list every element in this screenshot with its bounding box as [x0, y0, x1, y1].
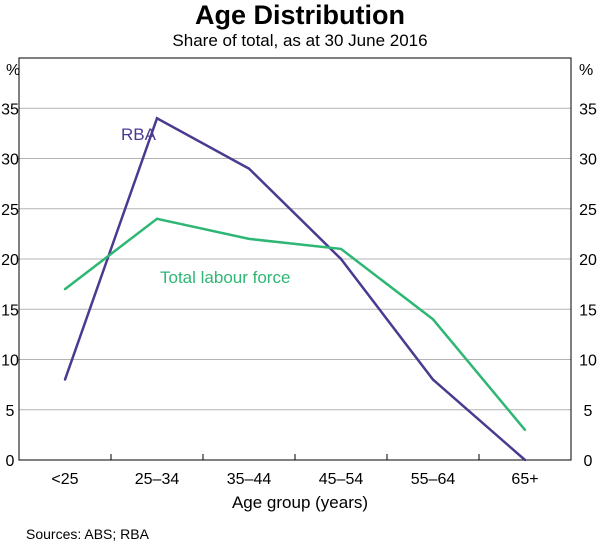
y-tick-label-right: 30	[579, 152, 597, 169]
series-line-rba	[63, 116, 526, 461]
y-tick-label-left: 0	[6, 453, 15, 470]
data-point	[339, 247, 343, 251]
x-tick-label: 45–54	[319, 471, 364, 488]
y-tick-label-right: 0	[584, 453, 593, 470]
y-unit-left: %	[6, 62, 20, 79]
gridlines	[19, 107, 571, 411]
series-label-rba: RBA	[121, 125, 157, 144]
x-axis-title: Age group (years)	[232, 493, 368, 512]
chart-subtitle: Share of total, as at 30 June 2016	[172, 31, 428, 50]
y-tick-label-right: 10	[579, 353, 597, 370]
y-tick-label-right: 25	[579, 202, 597, 219]
data-point	[155, 217, 159, 220]
y-tick-label-left: 15	[1, 302, 19, 319]
data-point	[63, 287, 67, 291]
y-tick-label-left: 20	[1, 252, 19, 269]
series-line-total-labour-force	[64, 217, 526, 431]
chart-title: Age Distribution	[195, 0, 405, 30]
data-point	[247, 237, 251, 241]
y-tick-label-left: 10	[1, 353, 19, 370]
x-tick-label: 65+	[511, 471, 538, 488]
data-point	[339, 257, 343, 261]
data-point	[63, 378, 67, 381]
data-point	[247, 167, 251, 170]
x-tick-label: <25	[51, 471, 78, 488]
x-tick-label: 55–64	[411, 471, 456, 488]
y-axis-labels: 0 0 5 5 10 10 15 15 20 20 25 25 30 30 35 35	[1, 101, 597, 470]
series-label-labour-force: Total labour force	[160, 268, 290, 287]
data-point	[523, 428, 527, 432]
series-lines	[63, 116, 527, 462]
y-tick-label-left: 30	[1, 152, 19, 169]
x-tick-label: 25–34	[135, 471, 180, 488]
y-unit-right: %	[579, 62, 593, 79]
y-tick-label-right: 5	[584, 403, 593, 420]
x-axis-ticks	[110, 454, 480, 460]
y-tick-label-right: 35	[579, 101, 597, 118]
y-tick-label-right: 20	[579, 252, 597, 269]
y-tick-label-left: 5	[6, 403, 15, 420]
data-point	[431, 378, 435, 381]
x-axis-labels: <25 25–34 35–44 45–54 55–64 65+	[51, 471, 538, 488]
source-note: Sources: ABS; RBA	[26, 526, 149, 542]
x-tick-label: 35–44	[227, 471, 272, 488]
y-tick-label-left: 25	[1, 202, 19, 219]
data-point	[523, 458, 527, 462]
y-tick-label-left: 35	[1, 101, 19, 118]
data-point	[431, 318, 435, 321]
data-point	[155, 117, 159, 120]
y-tick-label-right: 15	[579, 302, 597, 319]
